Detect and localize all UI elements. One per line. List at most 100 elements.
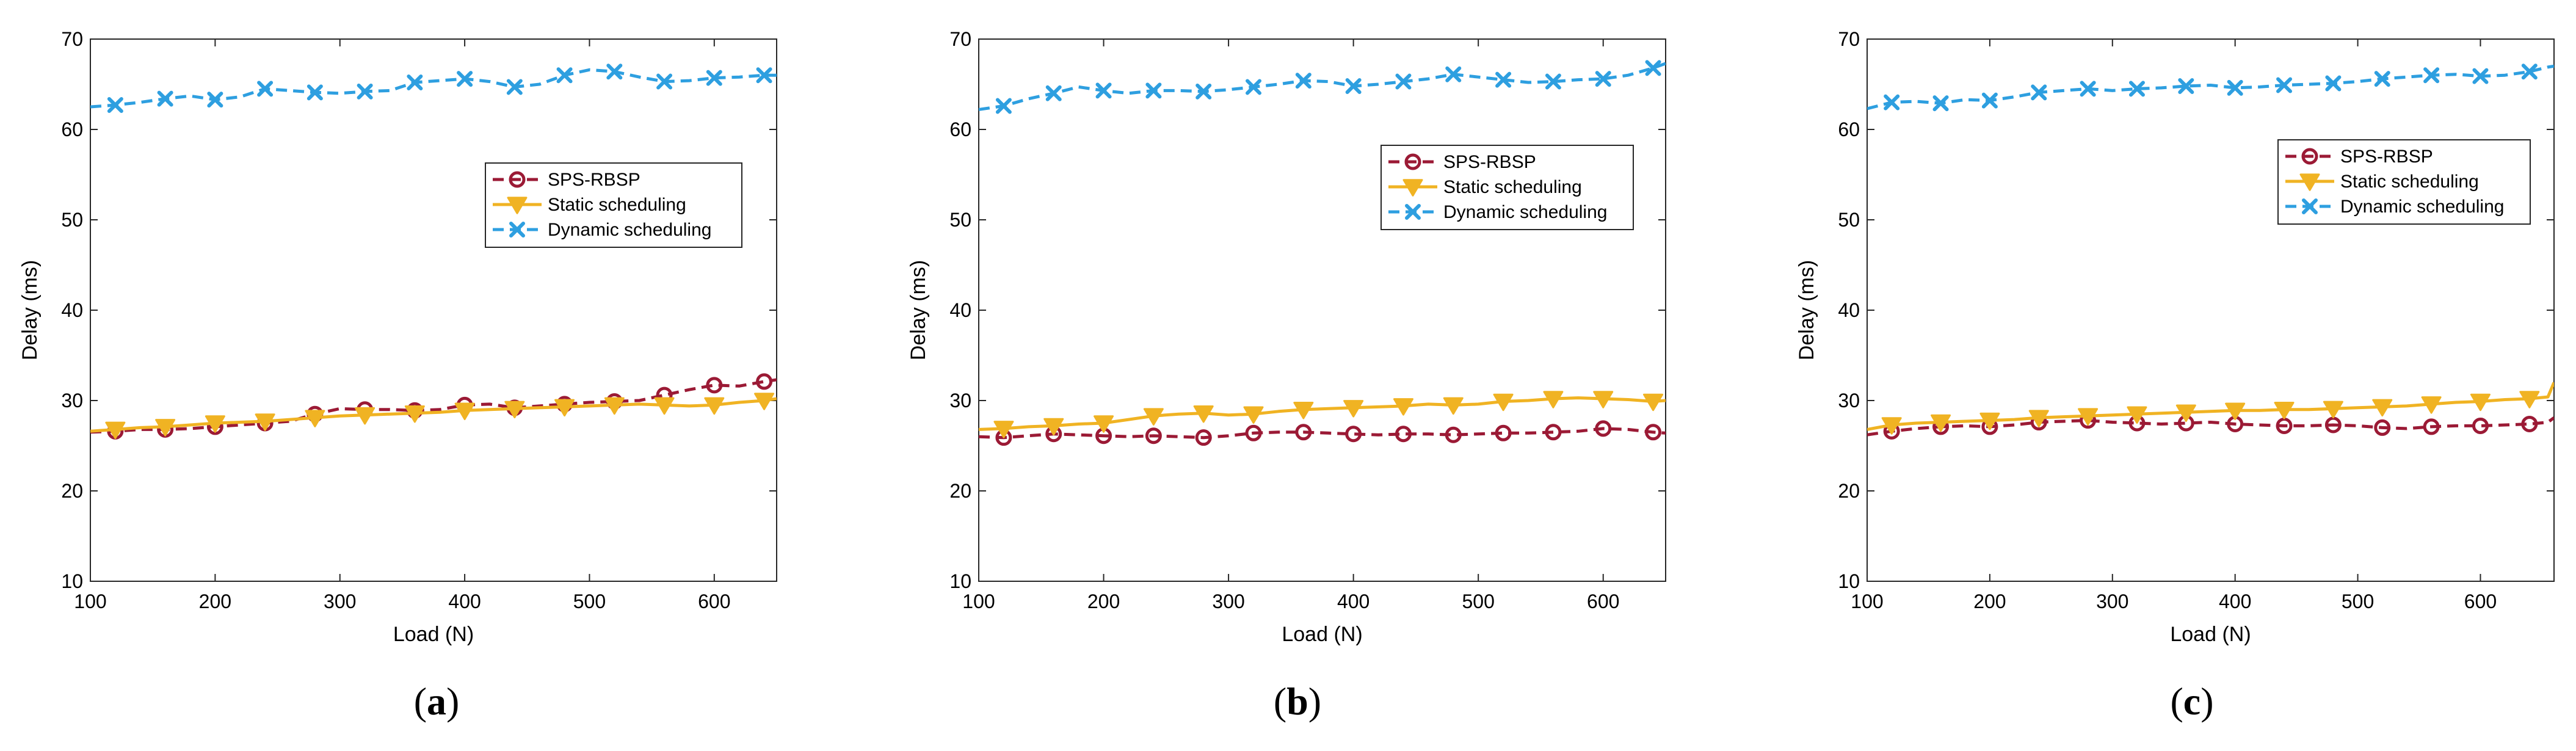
data-point-marker: [2276, 77, 2293, 93]
data-point-marker: [1143, 408, 1164, 426]
data-point-marker: [1932, 95, 1949, 112]
data-point-marker: [1145, 427, 1162, 444]
data-point-marker: [1981, 92, 1998, 109]
data-point-marker: [2374, 71, 2390, 87]
data-point-marker: [1094, 415, 1114, 433]
series-dynamic-scheduling: [979, 60, 1666, 114]
y-tick-label: 30: [61, 390, 83, 412]
caption-open-paren: (: [1274, 680, 1286, 723]
data-point-marker: [1645, 60, 1661, 76]
data-point-marker: [1195, 83, 1212, 100]
data-point-marker: [107, 97, 123, 114]
x-tick-label: 100: [1851, 590, 1883, 612]
data-point-marker: [257, 81, 274, 97]
data-point-marker: [1395, 73, 1412, 90]
plot-area: [1867, 38, 2555, 582]
legend: SPS-RBSP Static scheduling Dynamic schedul…: [2277, 139, 2531, 225]
data-point-marker: [357, 83, 373, 100]
data-point-marker: [995, 98, 1012, 114]
legend-label: Dynamic scheduling: [548, 220, 711, 240]
x-tick-label: 600: [698, 590, 730, 612]
data-point-marker: [1045, 85, 1062, 101]
y-tick-label: 40: [949, 299, 971, 321]
x-axis-label: Load (N): [393, 623, 474, 646]
data-point-marker: [157, 90, 173, 107]
data-point-marker: [2470, 393, 2491, 412]
y-tick-label: 10: [949, 570, 971, 592]
x-tick-label: 100: [962, 590, 995, 612]
data-point-marker: [606, 63, 623, 80]
data-point-marker: [1495, 71, 1512, 88]
data-point-marker: [706, 377, 723, 394]
data-point-marker: [1881, 417, 1902, 435]
data-point-marker: [1979, 412, 2000, 430]
y-tick-label: 20: [1838, 480, 1860, 502]
caption-open-paren: (: [2170, 680, 2183, 723]
y-tick-label: 40: [1838, 299, 1860, 321]
y-tick-label: 30: [1838, 390, 1860, 412]
data-point-marker: [1884, 94, 1900, 111]
data-point-marker: [754, 393, 775, 410]
legend-label: Dynamic scheduling: [2340, 197, 2504, 217]
data-point-marker: [1545, 73, 1561, 90]
legend-label: SPS-RBSP: [1443, 152, 1536, 172]
data-point-marker: [1393, 398, 1413, 416]
y-tick-label: 20: [949, 480, 971, 502]
y-tick-label: 60: [949, 118, 971, 140]
data-point-marker: [2521, 63, 2538, 80]
x-tick-label: 100: [74, 590, 106, 612]
series-line: [90, 68, 777, 109]
series-sps-rbsp: [1867, 412, 2554, 440]
legend-marker: [1405, 204, 1421, 220]
y-tick-label: 30: [949, 390, 971, 412]
data-point-marker: [1643, 393, 1664, 412]
caption-letter: c: [2183, 680, 2200, 723]
data-point-marker: [1543, 391, 1564, 408]
x-tick-label: 300: [324, 590, 356, 612]
legend-marker: [509, 222, 525, 238]
data-point-marker: [1595, 71, 1611, 87]
data-point-marker: [706, 70, 722, 86]
data-point-marker: [1145, 82, 1162, 99]
data-point-marker: [1545, 424, 1562, 441]
x-tick-label: 300: [1212, 590, 1244, 612]
series-static-scheduling: [1867, 382, 2554, 435]
panel-caption: (b): [1274, 680, 1321, 723]
data-point-marker: [2175, 404, 2196, 422]
data-point-marker: [1443, 397, 1464, 415]
data-point-marker: [2080, 81, 2096, 97]
legend-marker: [2302, 198, 2318, 214]
data-point-marker: [1243, 406, 1264, 424]
data-point-marker: [504, 401, 525, 419]
data-point-marker: [2128, 81, 2145, 97]
data-point-marker: [1295, 424, 1312, 441]
data-point-marker: [2472, 68, 2489, 84]
data-point-marker: [993, 421, 1014, 438]
data-point-marker: [2423, 67, 2440, 84]
plot-area: [90, 38, 777, 582]
x-tick-label: 400: [448, 590, 481, 612]
data-point-marker: [2178, 78, 2194, 94]
data-point-marker: [2227, 79, 2243, 96]
data-point-marker: [105, 421, 126, 440]
data-point-marker: [1195, 429, 1212, 446]
x-axis-label: Load (N): [2170, 623, 2251, 646]
legend: SPS-RBSP Static scheduling Dynamic schedul…: [1381, 145, 1634, 230]
x-tick-label: 200: [1973, 590, 2006, 612]
data-point-marker: [2127, 406, 2147, 424]
chart-panel-a: 100 200 300 400 500 600 10 20 30 40 50 60 70 Load (N)…: [18, 28, 777, 723]
data-point-marker: [155, 419, 176, 437]
data-point-marker: [1345, 426, 1362, 443]
data-point-marker: [2519, 391, 2540, 408]
legend-marker: [2301, 148, 2318, 165]
series-line: [1867, 64, 2554, 111]
data-point-marker: [2421, 396, 2442, 414]
chart-panel-c: 100 200 300 400 500 600 10 20 30 40 50 60 70 Load (N)…: [1795, 28, 2555, 723]
data-point-marker: [407, 74, 423, 91]
data-point-marker: [457, 71, 473, 87]
y-tick-label: 60: [61, 118, 83, 140]
plot-area: [978, 38, 1666, 582]
series-line: [979, 62, 1666, 111]
legend-label: Dynamic scheduling: [1443, 202, 1607, 222]
